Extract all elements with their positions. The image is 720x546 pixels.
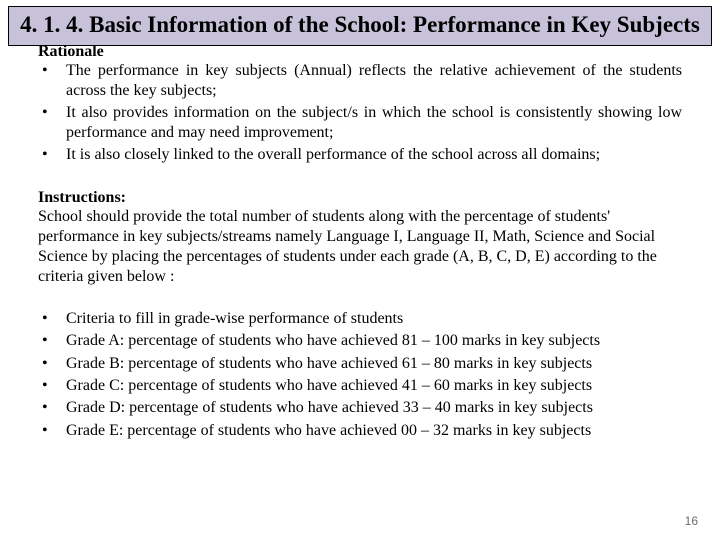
list-item: It is also closely linked to the overall… (38, 145, 682, 165)
list-item: Grade B: percentage of students who have… (38, 354, 682, 374)
list-item: Grade D: percentage of students who have… (38, 398, 682, 418)
instructions-text: School should provide the total number o… (38, 207, 682, 287)
criteria-block: Criteria to fill in grade-wise performan… (38, 309, 682, 442)
list-item: It also provides information on the subj… (38, 103, 682, 143)
list-item: Grade A: percentage of students who have… (38, 331, 682, 351)
criteria-list: Criteria to fill in grade-wise performan… (38, 309, 682, 442)
list-item: Grade E: percentage of students who have… (38, 421, 682, 441)
instructions-block: Instructions: School should provide the … (38, 189, 682, 287)
title-bar: 4. 1. 4. Basic Information of the School… (8, 6, 712, 46)
instructions-heading: Instructions: (38, 189, 682, 207)
list-item: Criteria to fill in grade-wise performan… (38, 309, 682, 329)
list-item: The performance in key subjects (Annual)… (38, 61, 682, 101)
rationale-list: The performance in key subjects (Annual)… (38, 61, 682, 165)
content-area: Rationale The performance in key subject… (0, 43, 720, 442)
list-item: Grade C: percentage of students who have… (38, 376, 682, 396)
page-title: 4. 1. 4. Basic Information of the School… (15, 11, 705, 39)
page-number: 16 (685, 514, 698, 528)
rationale-heading: Rationale (38, 43, 682, 61)
